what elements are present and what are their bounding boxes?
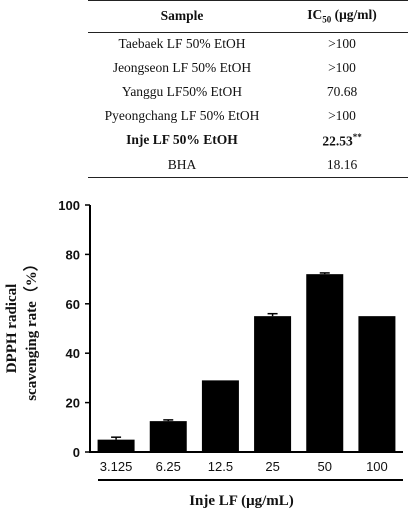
y-ticks-group: 0 20 40 60 80 100 <box>58 198 90 460</box>
bar <box>97 439 135 452</box>
bar <box>358 316 396 452</box>
value-text: >100 <box>328 60 356 76</box>
y-axis-title-line1: DPPH radical <box>4 284 20 374</box>
value-text: 22.53 <box>322 133 353 149</box>
header-ic50: IC50 (μg/ml) <box>276 0 408 33</box>
y-tick-label: 100 <box>58 198 80 213</box>
table-cell-sample: BHA <box>88 153 276 179</box>
table-cell-value: 70.68 <box>276 81 408 105</box>
value-text: 70.68 <box>326 84 358 100</box>
table-cell-sample: Taebaek LF 50% EtOH <box>118 36 246 52</box>
table-row: BHA 18.16 <box>88 153 408 179</box>
table-cell-value: >100 <box>276 32 408 57</box>
table-cell-value: >100 <box>276 57 408 81</box>
x-axis-title: Inje LF (μg/mL) <box>189 493 294 509</box>
table-row: Yanggu LF50% EtOH 70.68 <box>88 81 408 105</box>
y-axis-title-line2: scavenging rate（%） <box>22 256 40 401</box>
table-header-row: Sample IC50 (μg/ml) <box>88 0 408 33</box>
x-tick-label: 12.5 <box>208 459 233 474</box>
header-sample: Sample <box>88 0 276 33</box>
bar <box>306 274 344 452</box>
table-cell-sample: Pyeongchang LF 50% EtOH <box>104 108 260 124</box>
header-ic-sub: 50 <box>322 14 332 25</box>
table-row: Taebaek LF 50% EtOH >100 <box>88 32 408 57</box>
value-text: >100 <box>328 108 356 124</box>
value-text: >100 <box>328 36 356 52</box>
error-bars-group <box>111 272 330 440</box>
table-row: Jeongseon LF 50% EtOH >100 <box>88 57 408 81</box>
table-cell-value: 18.16 <box>276 153 408 179</box>
table-cell-sample: Jeongseon LF 50% EtOH <box>112 60 252 76</box>
table-row: Pyeongchang LF 50% EtOH >100 <box>88 105 408 129</box>
x-ticks-group: 3.125 6.25 12.5 25 50 100 <box>100 459 388 474</box>
y-tick-label: 0 <box>73 445 80 460</box>
x-tick-label: 100 <box>366 459 388 474</box>
x-tick-label: 25 <box>265 459 279 474</box>
table-cell-sample: Inje LF 50% EtOH <box>126 132 238 148</box>
x-tick-label: 3.125 <box>100 459 133 474</box>
bars-group <box>97 274 396 452</box>
table-cell-value: >100 <box>276 105 408 129</box>
bar <box>254 316 292 452</box>
y-tick-label: 60 <box>66 297 80 312</box>
y-tick-label: 80 <box>66 247 80 262</box>
x-tick-label: 6.25 <box>156 459 181 474</box>
value-text: 18.16 <box>326 156 358 172</box>
x-tick-label: 50 <box>318 459 332 474</box>
y-tick-label: 20 <box>66 396 80 411</box>
table-row-highlight: Inje LF 50% EtOH 22.53** <box>88 129 408 154</box>
header-ic-unit: (μg/ml) <box>331 7 377 22</box>
significance-mark: ** <box>352 131 362 142</box>
ic50-table: Sample IC50 (μg/ml) Taebaek LF 50% EtOH … <box>88 0 408 179</box>
bar <box>149 421 187 452</box>
table-cell-sample: Yanggu LF50% EtOH <box>121 84 243 100</box>
header-ic-prefix: IC <box>307 7 323 22</box>
y-tick-label: 40 <box>66 346 80 361</box>
table-cell-value: 22.53** <box>276 129 408 154</box>
bar <box>201 380 239 452</box>
